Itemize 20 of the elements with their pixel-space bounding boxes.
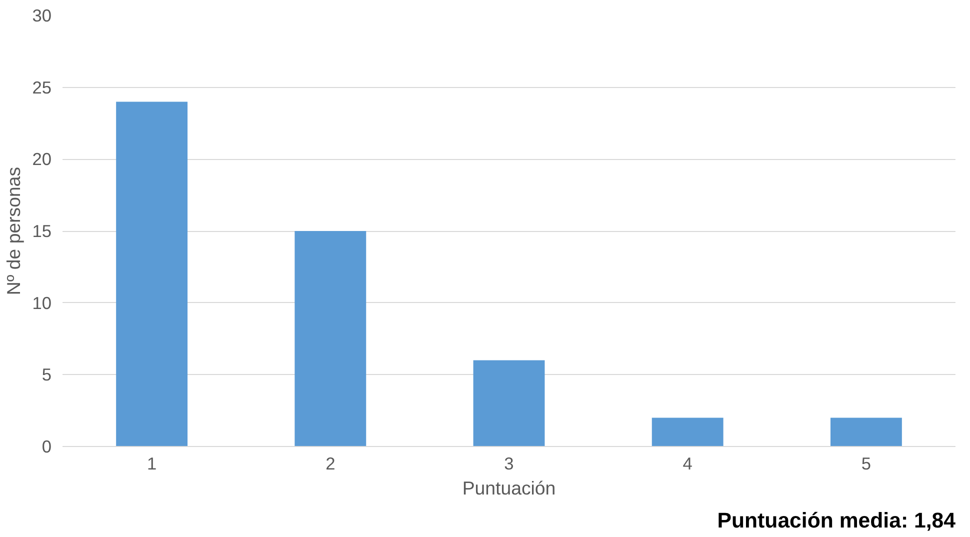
x-tick-label: 3 xyxy=(504,454,514,474)
bar xyxy=(116,102,188,446)
y-tick-label: 15 xyxy=(32,221,52,241)
x-tick-label: 1 xyxy=(146,454,157,474)
bar xyxy=(473,360,545,446)
y-tick-label: 30 xyxy=(32,6,52,26)
bar xyxy=(652,418,724,446)
text: Puntuación media: 1,84 xyxy=(717,508,956,532)
bar xyxy=(830,418,902,446)
x-axis-title: Puntuación xyxy=(462,478,556,498)
y-tick-label: 10 xyxy=(32,292,52,313)
x-tick-label: 5 xyxy=(861,454,872,474)
y-tick-label: 25 xyxy=(32,77,52,98)
bar xyxy=(294,231,366,446)
x-tick-label: 2 xyxy=(326,454,336,474)
x-tick-label: 4 xyxy=(682,454,693,474)
y-tick-label: 20 xyxy=(32,149,52,170)
y-tick-label: 0 xyxy=(42,436,52,456)
y-axis-title: Nº de personas xyxy=(3,166,24,296)
y-tick-label: 5 xyxy=(42,364,52,385)
